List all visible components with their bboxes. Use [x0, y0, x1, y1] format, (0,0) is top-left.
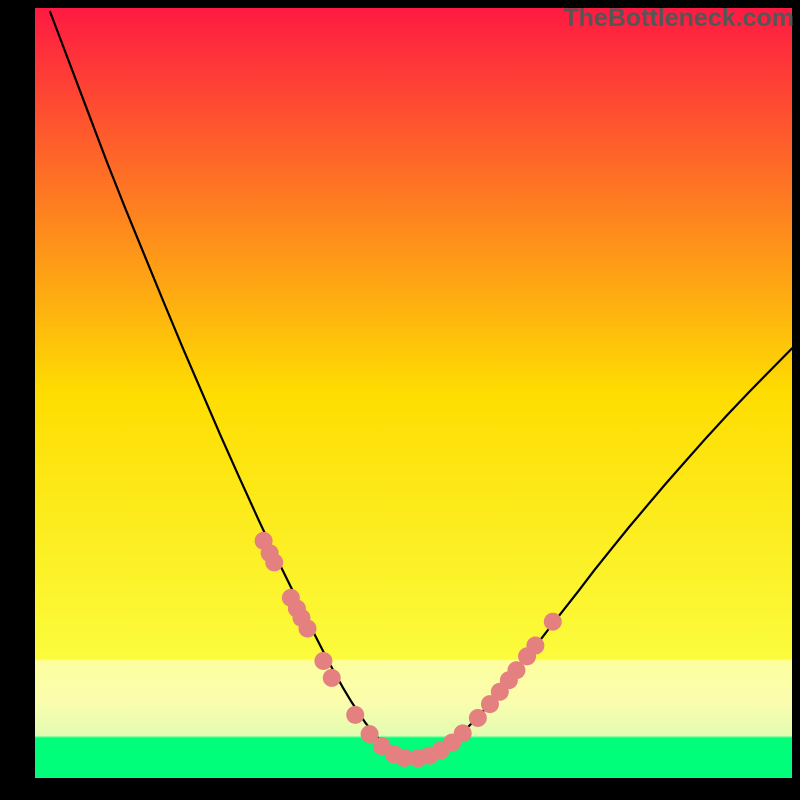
- gradient-background: [35, 8, 792, 778]
- data-marker: [544, 613, 562, 631]
- plot-svg: [0, 0, 800, 800]
- data-marker: [346, 706, 364, 724]
- data-marker: [526, 637, 544, 655]
- stage: TheBottleneck.com: [0, 0, 800, 800]
- data-marker: [314, 652, 332, 670]
- data-marker: [265, 553, 283, 571]
- data-marker: [469, 709, 487, 727]
- data-marker: [299, 620, 317, 638]
- data-marker: [323, 669, 341, 687]
- watermark: TheBottleneck.com: [563, 4, 794, 33]
- data-marker: [454, 724, 472, 742]
